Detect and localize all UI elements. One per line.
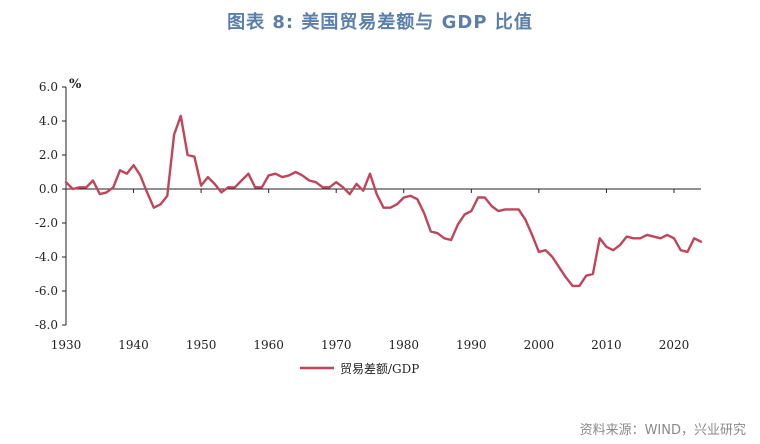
legend: 贸易差额/GDP (300, 362, 419, 376)
x-tick-label: 1950 (186, 338, 217, 352)
x-tick-label: 1930 (51, 338, 82, 352)
x-tick-label: 1990 (456, 338, 487, 352)
legend-label: 贸易差额/GDP (340, 362, 419, 376)
x-tick-label: 1960 (253, 338, 284, 352)
series-layer (64, 114, 703, 288)
y-tick-label: 6.0 (39, 80, 58, 94)
y-tick-label: -6.0 (35, 284, 58, 298)
axes (65, 87, 701, 325)
y-axis-ticks: 6.0 4.0 2.0 0.0 -2.0 -4.0 -6.0 -8.0 (35, 80, 66, 332)
y-tick-label: 0.0 (39, 182, 58, 196)
series-line (64, 114, 703, 288)
y-tick-label: 4.0 (39, 114, 58, 128)
x-tick-label: 2010 (591, 338, 622, 352)
y-unit-label: % (69, 77, 82, 92)
x-tick-label: 1970 (321, 338, 352, 352)
source-note: 资料来源：WIND，兴业研究 (579, 423, 746, 438)
x-tick-label: 1980 (388, 338, 419, 352)
x-tick-label: 2000 (524, 338, 555, 352)
y-tick-label: -8.0 (35, 318, 58, 332)
y-tick-label: -2.0 (35, 216, 58, 230)
x-axis-ticks: 1930 1940 1950 1960 1970 1980 1990 2000 2010 2020 (51, 189, 690, 352)
chart-title: 图表 8: 美国贸易差额与 GDP 比值 (227, 12, 533, 33)
y-tick-label: 2.0 (39, 148, 58, 162)
x-tick-label: 2020 (659, 338, 690, 352)
x-tick-label: 1940 (118, 338, 149, 352)
y-tick-label: -4.0 (35, 250, 58, 264)
